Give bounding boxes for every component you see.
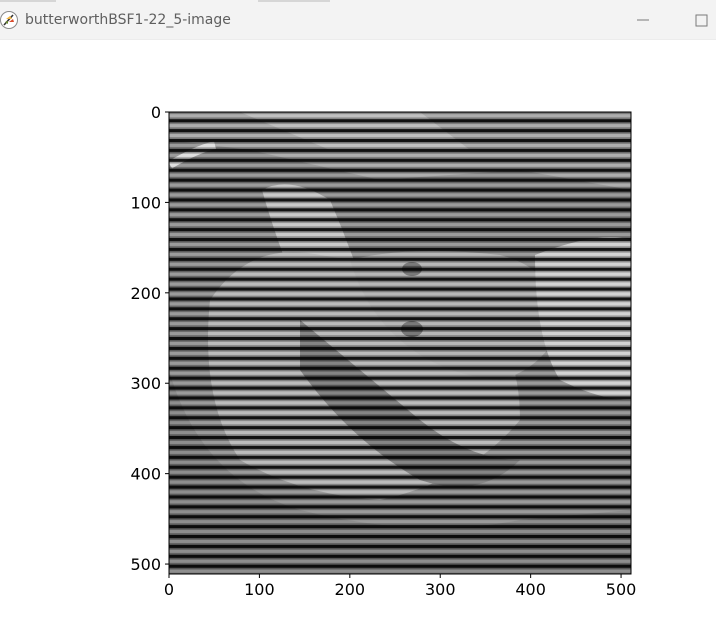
x-tick-label: 400 bbox=[515, 580, 546, 599]
image-plot: 0 100 200 300 400 500 0 100 200 300 400 500 bbox=[130, 103, 636, 599]
app-feather-icon bbox=[0, 11, 18, 29]
x-tick-label: 300 bbox=[425, 580, 456, 599]
x-tick-label: 0 bbox=[164, 580, 174, 599]
axes-frame bbox=[168, 111, 632, 575]
y-tick-label: 100 bbox=[130, 193, 161, 212]
plot-area: 0 100 200 300 400 500 0 100 200 300 400 500 bbox=[0, 40, 716, 632]
maximize-icon[interactable] bbox=[690, 8, 714, 32]
y-tick-label: 200 bbox=[130, 284, 161, 303]
tab-strip-segment bbox=[258, 0, 330, 2]
title-bar[interactable]: butterworthBSF1-22_5-image bbox=[0, 0, 716, 40]
y-tick-label: 300 bbox=[130, 374, 161, 393]
y-axis: 0 100 200 300 400 500 bbox=[130, 103, 169, 574]
filtered-image bbox=[169, 112, 631, 574]
x-tick-label: 100 bbox=[244, 580, 275, 599]
minimize-icon[interactable] bbox=[631, 8, 655, 32]
y-tick-label: 400 bbox=[130, 465, 161, 484]
x-tick-label: 500 bbox=[606, 580, 637, 599]
stripe-noise-overlay bbox=[169, 112, 631, 574]
x-axis: 0 100 200 300 400 500 bbox=[164, 574, 636, 599]
window-title: butterworthBSF1-22_5-image bbox=[25, 12, 231, 28]
tab-strip-segment bbox=[0, 0, 56, 2]
x-tick-label: 200 bbox=[335, 580, 366, 599]
y-tick-label: 0 bbox=[151, 103, 161, 122]
y-tick-label: 500 bbox=[130, 555, 161, 574]
